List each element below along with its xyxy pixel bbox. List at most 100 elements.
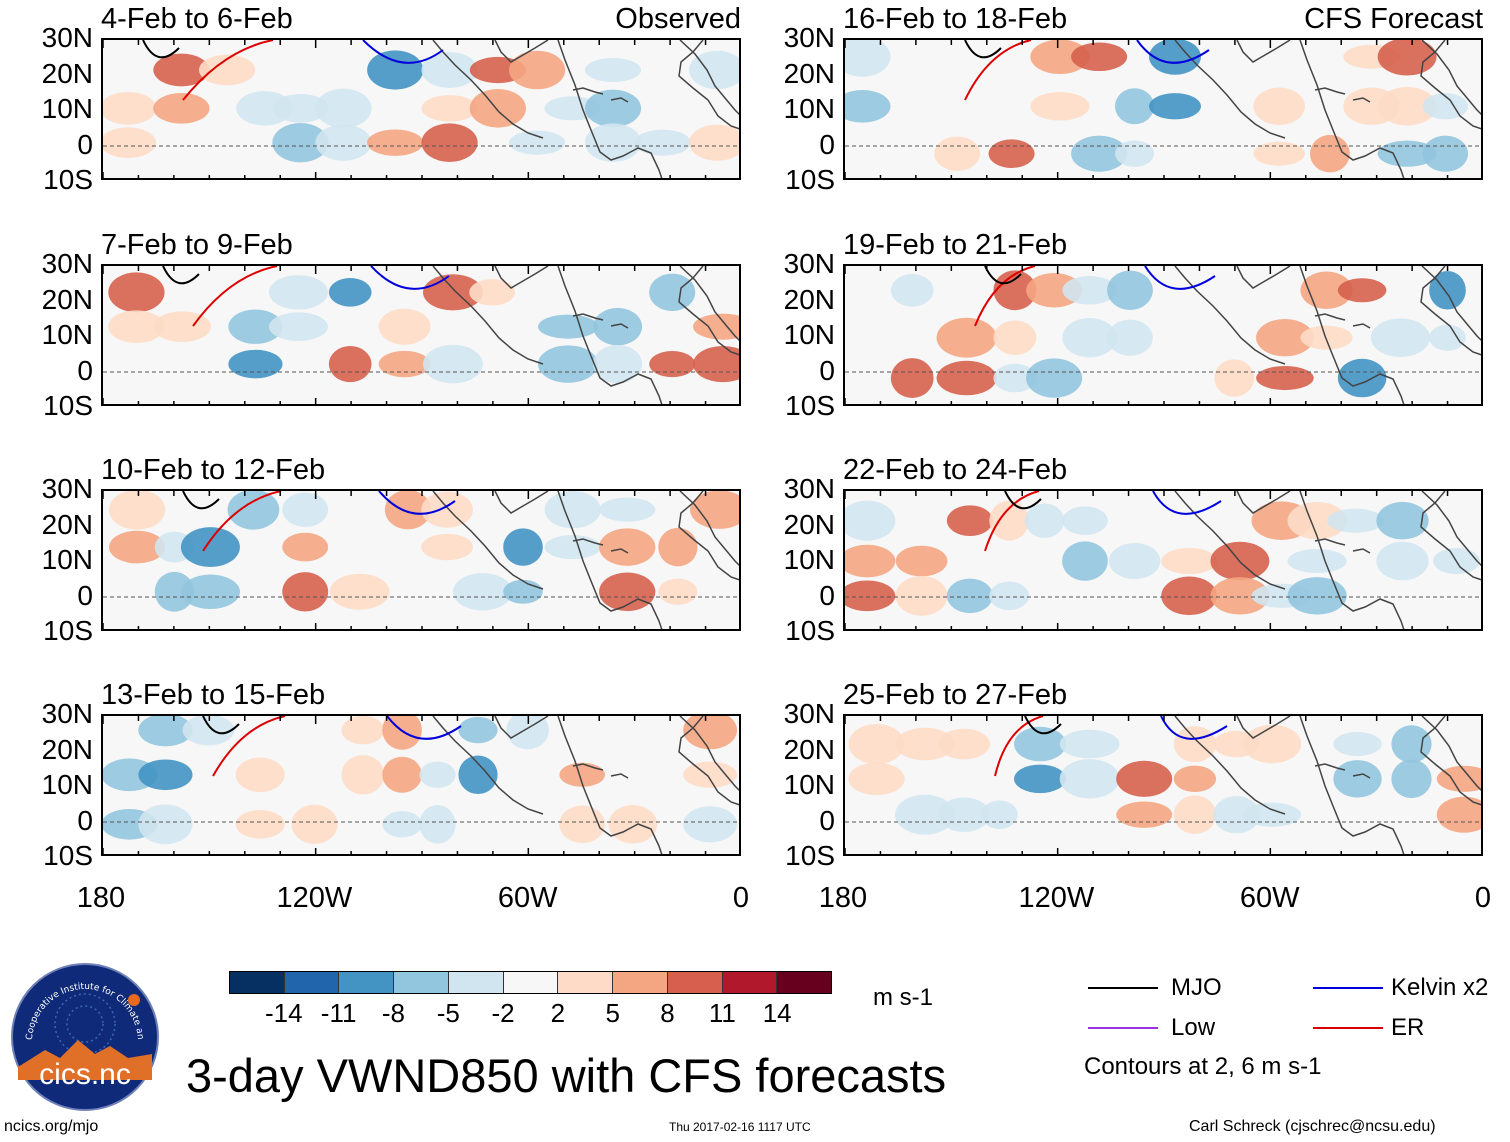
- positive-anomaly: [989, 500, 1029, 541]
- y-tick-label: 0: [77, 804, 93, 836]
- negative-anomaly: [845, 40, 891, 77]
- positive-anomaly: [421, 533, 473, 561]
- coastline: [1174, 716, 1286, 815]
- negative-anomaly: [509, 130, 566, 155]
- positive-anomaly: [198, 54, 256, 86]
- coastline: [1352, 773, 1371, 779]
- coastline: [610, 548, 629, 554]
- anomaly-field: [103, 266, 739, 404]
- colorbar-swatch: [230, 972, 285, 993]
- panel-title: 25-Feb to 27-Feb: [843, 679, 1068, 711]
- er-contour: [994, 716, 1044, 777]
- positive-anomaly: [848, 762, 905, 796]
- negative-anomaly: [1062, 318, 1117, 358]
- negative-anomaly: [1059, 759, 1120, 799]
- positive-anomaly: [1161, 576, 1218, 616]
- positive-anomaly: [1300, 271, 1353, 309]
- positive-anomaly: [382, 716, 422, 750]
- positive-anomaly: [936, 317, 997, 358]
- colorbar-label: 5: [605, 998, 620, 1028]
- coastline: [678, 716, 739, 806]
- negative-anomaly: [138, 804, 193, 845]
- map-plot: [843, 489, 1483, 631]
- coastline: [1420, 716, 1481, 806]
- y-tick-label: 30N: [41, 698, 93, 729]
- negative-anomaly: [1024, 503, 1065, 538]
- main-title: 3-day VWND850 with CFS forecasts: [186, 1049, 947, 1102]
- anomaly-field: [845, 491, 1481, 629]
- colorbar-label: -5: [436, 998, 460, 1028]
- y-tick-label: 10S: [785, 164, 835, 195]
- kelvin-contour: [1136, 40, 1210, 64]
- positive-anomaly: [693, 313, 739, 340]
- kelvin-contour: [386, 716, 462, 740]
- coastline: [1174, 491, 1286, 590]
- positive-anomaly: [658, 578, 698, 605]
- positive-anomaly: [103, 127, 157, 158]
- negative-anomaly: [1422, 135, 1469, 172]
- negative-anomaly: [1376, 501, 1429, 540]
- coastline: [679, 716, 739, 792]
- anomaly-field: [103, 40, 739, 178]
- negative-anomaly: [1422, 93, 1469, 120]
- panel-title: 7-Feb to 9-Feb: [101, 229, 293, 261]
- positive-anomaly: [1161, 547, 1218, 575]
- positive-anomaly: [845, 580, 896, 612]
- coastline: [1174, 40, 1286, 139]
- colorbar-swatch: [394, 972, 449, 993]
- legend-kelvin-label: Kelvin x2: [1391, 974, 1489, 1001]
- y-tick-label: 20N: [41, 508, 93, 540]
- y-tick-label: 10N: [783, 544, 835, 575]
- positive-anomaly: [559, 762, 606, 787]
- negative-anomaly: [1327, 508, 1384, 533]
- negative-anomaly: [268, 275, 328, 310]
- positive-anomaly: [103, 92, 157, 125]
- y-tick-label: 0: [819, 354, 835, 386]
- negative-anomaly: [1213, 795, 1260, 834]
- positive-anomaly: [378, 308, 431, 345]
- coastline: [1352, 97, 1371, 103]
- coastline: [1352, 323, 1371, 329]
- positive-anomaly: [1173, 795, 1217, 834]
- y-tick-label: 10S: [43, 390, 93, 421]
- positive-anomaly: [282, 532, 329, 562]
- positive-anomaly: [235, 757, 285, 792]
- negative-anomaly: [421, 51, 478, 89]
- negative-anomaly: [1062, 506, 1108, 535]
- anomaly-field: [845, 266, 1481, 404]
- negative-anomaly: [1014, 726, 1066, 762]
- panel-title: 22-Feb to 24-Feb: [843, 454, 1068, 486]
- coastline: [432, 716, 544, 815]
- y-tick-label: 0: [819, 579, 835, 611]
- coastline: [1421, 491, 1481, 567]
- positive-anomaly: [1030, 40, 1090, 74]
- site-link[interactable]: ncics.org/mjo: [4, 1118, 99, 1135]
- positive-anomaly: [1287, 501, 1347, 540]
- colorbar-swatch: [284, 972, 340, 993]
- coastline: [494, 716, 549, 739]
- colorbar-label: -11: [320, 998, 357, 1028]
- coastline: [1174, 266, 1286, 365]
- coastline: [557, 40, 663, 178]
- colorbar-swatch: [558, 972, 614, 993]
- positive-anomaly: [509, 50, 566, 90]
- coastline: [610, 323, 629, 329]
- negative-anomaly: [649, 273, 696, 312]
- colorbar-swatch: [339, 972, 395, 993]
- negative-anomaly: [503, 528, 543, 566]
- coastline: [678, 266, 739, 356]
- coastline: [432, 491, 544, 590]
- column-label-forecast: CFS Forecast: [1304, 3, 1483, 35]
- y-tick-label: 20N: [41, 283, 93, 315]
- er-contour: [212, 716, 286, 777]
- negative-anomaly: [538, 314, 598, 339]
- negative-anomaly: [268, 312, 328, 341]
- colorbar-label: 14: [762, 998, 792, 1028]
- y-tick-label: 0: [77, 354, 93, 386]
- colorbar-label: 2: [550, 998, 566, 1028]
- x-tick-label: 120W: [1018, 882, 1095, 914]
- positive-anomaly: [1377, 87, 1437, 126]
- map-plot: [101, 38, 741, 180]
- author: Carl Schreck (cjschrec@ncsu.edu): [1189, 1118, 1436, 1135]
- coastline: [1299, 491, 1405, 629]
